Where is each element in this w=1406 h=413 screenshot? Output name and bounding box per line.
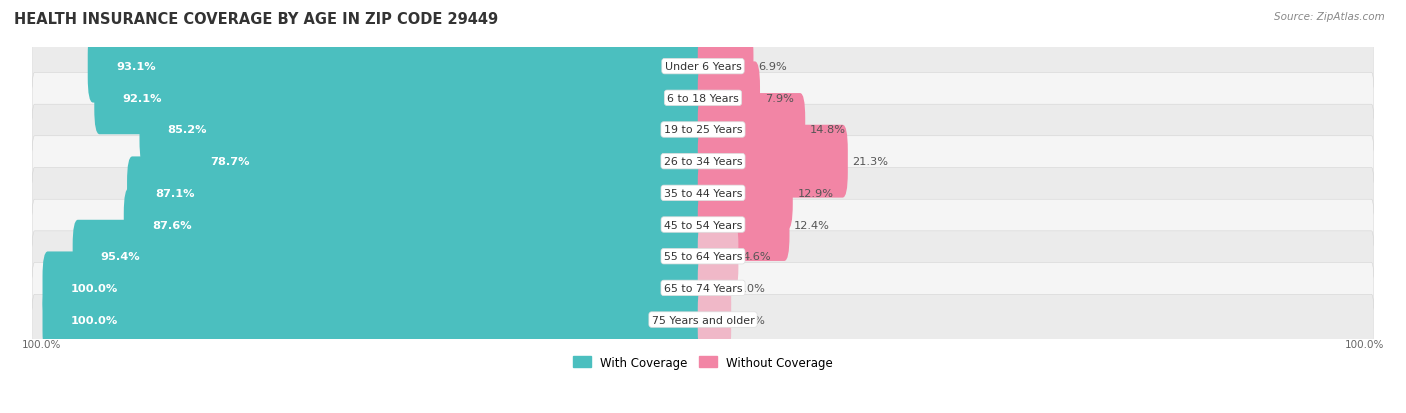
FancyBboxPatch shape: [32, 294, 1374, 345]
Text: 100.0%: 100.0%: [21, 339, 60, 349]
FancyBboxPatch shape: [139, 94, 709, 166]
Text: 7.9%: 7.9%: [765, 94, 793, 104]
Text: 21.3%: 21.3%: [852, 157, 889, 167]
Text: 78.7%: 78.7%: [211, 157, 250, 167]
Text: 92.1%: 92.1%: [122, 94, 162, 104]
FancyBboxPatch shape: [94, 62, 709, 135]
FancyBboxPatch shape: [32, 231, 1374, 282]
Text: 55 to 64 Years: 55 to 64 Years: [664, 252, 742, 261]
FancyBboxPatch shape: [32, 136, 1374, 187]
FancyBboxPatch shape: [32, 73, 1374, 124]
Text: 14.8%: 14.8%: [810, 125, 846, 135]
Text: 0.0%: 0.0%: [735, 283, 765, 293]
Text: 6.9%: 6.9%: [758, 62, 787, 72]
FancyBboxPatch shape: [697, 220, 738, 293]
Text: Source: ZipAtlas.com: Source: ZipAtlas.com: [1274, 12, 1385, 22]
FancyBboxPatch shape: [697, 252, 731, 325]
Text: 65 to 74 Years: 65 to 74 Years: [664, 283, 742, 293]
Text: 95.4%: 95.4%: [101, 252, 141, 261]
FancyBboxPatch shape: [32, 42, 1374, 92]
Text: 12.9%: 12.9%: [797, 188, 834, 198]
Text: 87.1%: 87.1%: [155, 188, 194, 198]
Text: 45 to 54 Years: 45 to 54 Years: [664, 220, 742, 230]
FancyBboxPatch shape: [42, 283, 709, 356]
Text: 19 to 25 Years: 19 to 25 Years: [664, 125, 742, 135]
FancyBboxPatch shape: [32, 263, 1374, 313]
Text: 12.4%: 12.4%: [794, 220, 830, 230]
Text: 6 to 18 Years: 6 to 18 Years: [666, 94, 740, 104]
Text: 0.0%: 0.0%: [735, 315, 765, 325]
FancyBboxPatch shape: [42, 252, 709, 325]
Text: 100.0%: 100.0%: [1346, 339, 1385, 349]
FancyBboxPatch shape: [697, 62, 761, 135]
FancyBboxPatch shape: [697, 31, 754, 103]
FancyBboxPatch shape: [87, 31, 709, 103]
Text: 4.6%: 4.6%: [742, 252, 772, 261]
FancyBboxPatch shape: [697, 283, 731, 356]
FancyBboxPatch shape: [73, 220, 709, 293]
FancyBboxPatch shape: [697, 126, 848, 198]
Text: 75 Years and older: 75 Years and older: [651, 315, 755, 325]
Text: 85.2%: 85.2%: [167, 125, 207, 135]
Text: Under 6 Years: Under 6 Years: [665, 62, 741, 72]
Legend: With Coverage, Without Coverage: With Coverage, Without Coverage: [568, 351, 838, 374]
FancyBboxPatch shape: [32, 105, 1374, 155]
FancyBboxPatch shape: [32, 168, 1374, 218]
FancyBboxPatch shape: [183, 126, 709, 198]
FancyBboxPatch shape: [697, 189, 790, 261]
FancyBboxPatch shape: [32, 200, 1374, 250]
Text: 35 to 44 Years: 35 to 44 Years: [664, 188, 742, 198]
Text: HEALTH INSURANCE COVERAGE BY AGE IN ZIP CODE 29449: HEALTH INSURANCE COVERAGE BY AGE IN ZIP …: [14, 12, 498, 27]
Text: 100.0%: 100.0%: [70, 315, 118, 325]
FancyBboxPatch shape: [697, 94, 806, 166]
FancyBboxPatch shape: [124, 189, 709, 261]
FancyBboxPatch shape: [127, 157, 709, 230]
Text: 100.0%: 100.0%: [70, 283, 118, 293]
FancyBboxPatch shape: [697, 157, 793, 230]
Text: 93.1%: 93.1%: [115, 62, 156, 72]
Text: 87.6%: 87.6%: [152, 220, 191, 230]
Text: 26 to 34 Years: 26 to 34 Years: [664, 157, 742, 167]
